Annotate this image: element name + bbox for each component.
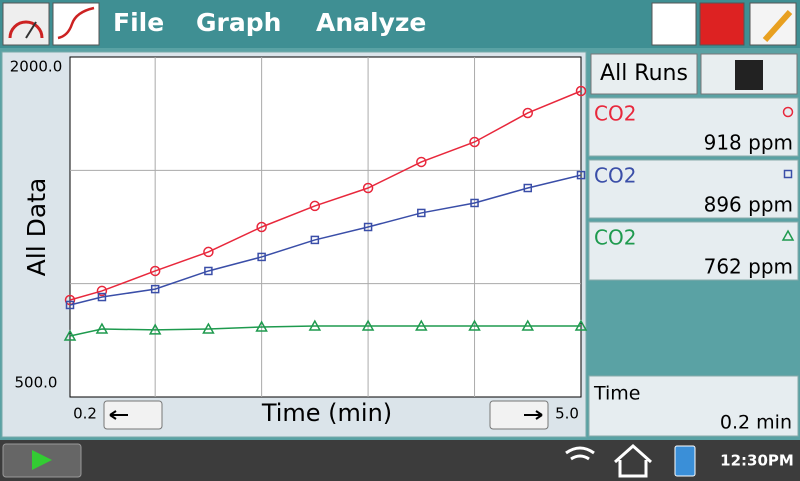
- legend-marker: [783, 169, 793, 179]
- data-point: [575, 85, 587, 97]
- meter-reading: 918 ppm: [704, 131, 793, 155]
- sensor-meter: [588, 159, 799, 219]
- meter-label: Time: [593, 383, 641, 405]
- data-point: [63, 329, 77, 341]
- graph-icon: [57, 6, 95, 40]
- data-point: [574, 319, 588, 331]
- data-point: [148, 323, 162, 335]
- x-axis-label: Time (min): [261, 399, 392, 427]
- meter-reading: 896 ppm: [704, 193, 793, 217]
- x-tick-label: 0.2: [73, 405, 97, 423]
- y-axis-label: All Data: [22, 178, 51, 277]
- legend-marker: [781, 229, 795, 241]
- data-point: [470, 198, 479, 208]
- meter-reading: 762 ppm: [704, 255, 793, 279]
- data-point: [97, 292, 107, 302]
- legend-marker: [782, 106, 794, 118]
- meter-label: CO2: [594, 164, 636, 188]
- data-point: [523, 183, 533, 193]
- y-tick-label: 500.0: [15, 374, 58, 392]
- data-line: [69, 325, 581, 337]
- data-point: [468, 319, 481, 331]
- battery-icon: [674, 445, 696, 477]
- sensor-meter: [588, 221, 799, 281]
- data-point: [95, 322, 109, 334]
- data-line: [69, 174, 582, 306]
- data-point: [522, 107, 534, 119]
- data-point: [361, 319, 375, 331]
- data-point: [416, 156, 427, 168]
- cabinet-icon: [735, 60, 763, 90]
- home-icon[interactable]: [614, 443, 652, 478]
- meter-label: CO2: [594, 102, 636, 126]
- menu-item[interactable]: Graph: [196, 8, 281, 37]
- play-icon: [32, 450, 52, 470]
- notes-icon[interactable]: [749, 2, 797, 46]
- y-tick-label: 2000.0: [10, 58, 63, 76]
- data-point: [309, 200, 321, 212]
- sensor-meter: [588, 97, 799, 157]
- button-label: All Runs: [600, 61, 688, 86]
- arrow-icon: [524, 410, 543, 420]
- gauge-needle: [25, 21, 37, 39]
- data-point: [255, 320, 268, 332]
- data-point: [203, 246, 214, 258]
- wifi-icon: [565, 446, 595, 461]
- plot-area: [69, 56, 582, 398]
- data-point: [256, 221, 267, 233]
- data-line: [69, 90, 582, 301]
- arrow-icon: [109, 410, 128, 420]
- time-meter: [588, 375, 799, 437]
- menu-item[interactable]: Analyze: [316, 8, 426, 37]
- x-tick-label: 5.0: [555, 405, 579, 423]
- data-point: [257, 252, 266, 262]
- data-point: [363, 222, 373, 232]
- gauge-icon: [8, 20, 44, 39]
- clock: 12:30PM: [720, 452, 794, 470]
- data-point: [65, 300, 75, 310]
- scroll-right-button[interactable]: [489, 400, 549, 430]
- meter-tab-icon[interactable]: [2, 2, 50, 46]
- data-point: [576, 170, 586, 180]
- data-point: [469, 136, 480, 148]
- data-point: [362, 182, 374, 194]
- all-runs-button[interactable]: [590, 53, 698, 95]
- data-point: [521, 319, 535, 331]
- pencil: [762, 10, 793, 42]
- data-point: [150, 284, 160, 294]
- status-bar: [0, 440, 800, 481]
- data-point: [149, 265, 161, 277]
- list-view-icon[interactable]: [699, 2, 745, 46]
- table-view-icon[interactable]: [651, 2, 697, 46]
- scroll-left-button[interactable]: [103, 400, 163, 430]
- data-point: [310, 235, 320, 245]
- data-point: [308, 319, 322, 331]
- data-point: [415, 319, 428, 331]
- data-point: [204, 266, 213, 276]
- data-point: [417, 208, 426, 218]
- meter-label: CO2: [594, 226, 636, 250]
- data-point: [96, 285, 108, 297]
- menu-item[interactable]: File: [113, 8, 164, 37]
- meter-reading: 0.2 min: [720, 412, 792, 434]
- data-point: [202, 322, 215, 334]
